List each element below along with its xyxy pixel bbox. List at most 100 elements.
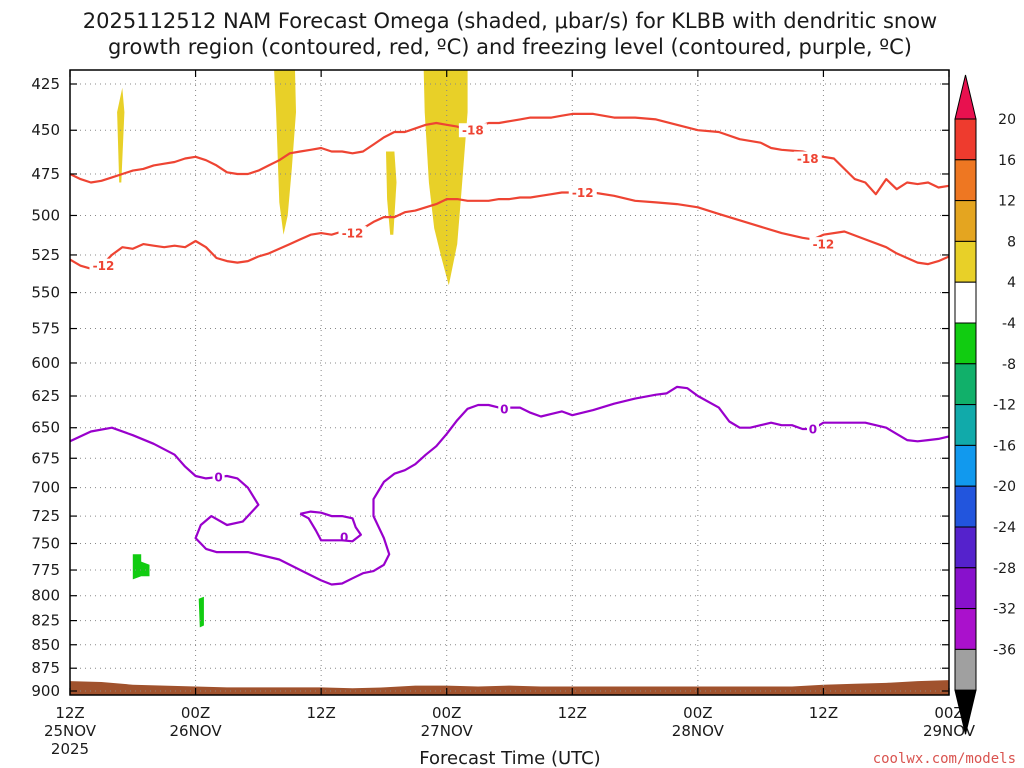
colorbar-segment [954,118,977,161]
y-tick-label: 500 [31,206,60,224]
colorbar: 20 16 12 8 4 -4 -8 -12 -16 -20 -24 -28 -32 -36 [954,74,1016,735]
colorbar-segment [954,281,977,324]
y-tick-label: 725 [31,507,60,525]
colorbar-label: 12 [998,194,1016,210]
omega-shading-6 [198,596,204,628]
contour-label: 0 [214,471,222,485]
contour-line-3 [69,385,950,586]
colorbar-segment [954,200,977,242]
colorbar-segment [954,363,977,406]
colorbar-label: -8 [1002,357,1016,373]
x-tick-date-label: 29NOV [923,722,976,740]
colorbar-segment [954,608,977,650]
x-tick-label: 00Z [683,704,712,722]
contour-line-1 [69,191,950,270]
colorbar-label: -36 [993,642,1016,658]
terrain-fill [70,680,949,695]
colorbar-label: 4 [1007,275,1016,291]
y-tick-label: 700 [31,479,60,497]
colorbar-label: -12 [993,398,1016,414]
colorbar-bottom-arrow [954,689,977,735]
colorbar-label: -24 [993,520,1016,536]
x-tick-label: 12Z [55,704,84,722]
contour-label-bg [498,401,511,416]
y-tick-label: 650 [31,419,60,437]
contour-label-bg [806,421,819,436]
x-tick-label: 12Z [809,704,838,722]
colorbar-label: 20 [998,112,1016,128]
x-tick-label: 12Z [306,704,335,722]
x-tick-year-label: 2025 [51,740,89,758]
contour-label-bg [89,258,118,273]
x-tick-date-label: 25NOV [44,722,97,740]
colorbar-segment [954,404,977,446]
contour-label: 0 [809,422,817,436]
y-tick-label: 450 [31,121,60,139]
omega-shading-4 [423,70,468,286]
colorbar-segment [954,485,977,528]
contour-label: 0 [500,402,508,416]
y-tick-label: 825 [31,612,60,630]
contour-label-bg [212,470,225,485]
contour-label: -12 [342,227,364,241]
colorbar-label: -4 [1002,316,1016,332]
colorbar-label: -20 [993,479,1016,495]
y-tick-label: 600 [31,354,60,372]
x-tick-label: 00Z [934,704,963,722]
chart-title-line2: growth region (contoured, red, ºC) and f… [108,35,912,59]
x-tick-label: 00Z [181,704,210,722]
omega-shading-3 [386,151,397,235]
grid-lines [70,70,949,695]
y-tick-label: 850 [31,636,60,654]
contour-label: -12 [572,186,594,200]
plot-area: -12 -12 -12 -12 -18 -18 0 0 0 0 [69,69,950,696]
y-tick-label: 550 [31,284,60,302]
colorbar-label: 16 [998,153,1016,169]
colorbar-segment [954,159,977,202]
y-tick-label: 675 [31,449,60,467]
colorbar-segment [954,567,977,610]
colorbar-top-arrow [954,74,977,120]
colorbar-segment [954,648,977,691]
y-tick-label: 800 [31,587,60,605]
y-tick-label: 425 [31,75,60,93]
contour-label: -12 [93,259,115,273]
colorbar-label: -32 [993,602,1016,618]
y-tick-label: 475 [31,165,60,183]
credit-text: coolwx.com/models [873,751,1016,767]
contour-label: -12 [813,238,835,252]
colorbar-segment [954,526,977,569]
x-tick-date-label: 26NOV [170,722,223,740]
x-axis-label: Forecast Time (UTC) [419,748,600,768]
chart-title-line1: 2025112512 NAM Forecast Omega (shaded, μ… [83,9,937,33]
y-axis-ticks: 425 450 475 500 525 550 575 600 625 650 675 700 725 7… [31,75,949,700]
y-tick-label: 525 [31,246,60,264]
y-tick-label: 625 [31,387,60,405]
x-tick-date-label: 27NOV [421,722,474,740]
contour-label-bg [809,237,838,252]
colorbar-segment [954,444,977,487]
omega-shading-1 [117,87,125,183]
contour-label: -18 [462,124,484,138]
plot-frame [69,69,950,696]
colorbar-label: 8 [1007,234,1016,250]
contour-label-bg [458,123,487,138]
y-tick-label: 750 [31,535,60,553]
y-tick-label: 575 [31,320,60,338]
omega-shading-2 [274,70,296,235]
colorbar-label: -28 [993,561,1016,577]
colorbar-segment [954,240,977,283]
x-tick-date-label: 28NOV [672,722,725,740]
contour-label-bg [568,185,597,200]
contour-label: -18 [797,152,819,166]
y-tick-label: 775 [31,561,60,579]
x-tick-label: 00Z [432,704,461,722]
colorbar-label: -16 [993,438,1016,454]
contour-label-bg [338,226,367,241]
contour-label-bg [793,151,822,166]
contour-label: 0 [340,531,348,545]
colorbar-segment [954,322,977,365]
contour-line-4 [299,510,362,543]
